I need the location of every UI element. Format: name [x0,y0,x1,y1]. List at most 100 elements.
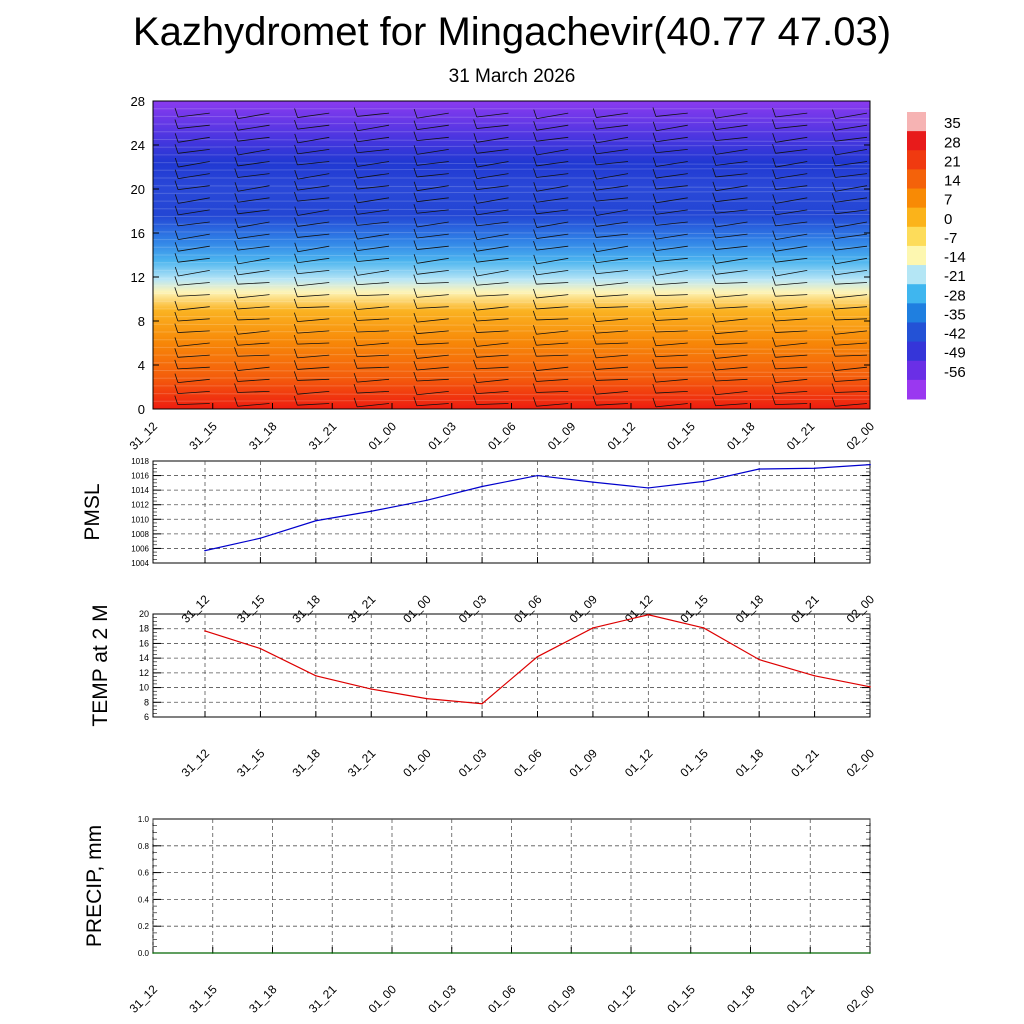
wind-barb [416,378,449,382]
wind-barb-flag [592,264,597,274]
wind-barb-flag [174,300,179,311]
x-tick-label: 01_00 [400,592,434,626]
wind-barb-flag [353,216,358,226]
wind-barb-flag [712,313,717,323]
wind-barb-flag [712,240,717,250]
wind-barb [715,366,748,371]
wind-barb-flag [772,144,776,154]
wind-barb [297,306,330,309]
wind-barb-flag [532,310,537,321]
wind-barb-flag [234,310,238,321]
wind-barb [357,185,390,190]
wind-barb [476,391,509,395]
wind-barb [416,403,449,407]
wind-barb-flag [712,349,717,359]
x-tick-label: 01_09 [545,419,579,453]
wind-barb [655,318,688,321]
wind-barb [237,342,270,346]
wind-barb-flag [234,193,239,203]
wind-barb [655,294,688,297]
wind-barb-flag [592,108,597,118]
wind-barb [416,245,449,250]
wind-barb [835,342,868,346]
wind-barb-flag [772,300,776,311]
wind-barb-flag [652,322,657,333]
wind-barb [655,378,688,383]
wind-barb [536,354,569,357]
wind-barb-flag [533,254,538,264]
y-tick-label: 20 [131,182,145,197]
wind-barb-flag [772,242,777,252]
wind-barb-flag [593,206,597,216]
x-tick-label: 02_00 [844,419,878,453]
wind-barb [476,233,509,241]
wind-barb-flag [712,265,717,275]
wind-barb-flag [652,336,657,346]
wind-barb-flag [592,360,597,370]
wind-barb [536,124,569,131]
wind-barb-flag [652,359,657,369]
wind-barb-flag [294,108,298,118]
wind-barb-flag [771,348,776,358]
y-tick-label: 16 [139,638,149,648]
contour-line [152,300,871,304]
x-tick-label: 31_15 [234,592,268,626]
wind-barb [357,221,390,226]
wind-barb-flag [652,372,657,383]
wind-barb [178,197,210,204]
wind-barb-flag [712,145,717,155]
wind-barb-flag [831,325,836,335]
y-tick-label: 0.4 [138,895,150,904]
wind-barb [297,378,330,381]
wind-barb [536,209,569,215]
wind-barb-flag [473,323,477,333]
wind-barb-flag [831,299,836,310]
contour-line [152,346,871,350]
data-point [869,686,871,688]
wind-barb [596,112,629,118]
y-tick-label: 1.0 [138,815,150,824]
wind-barb-flag [831,275,836,285]
wind-barb-flag [174,194,179,204]
y-tick-label: 0.6 [138,869,150,878]
wind-barb [177,185,210,190]
wind-barb-flag [234,361,239,371]
wind-barb-flag [174,348,179,358]
wind-barb [596,330,629,334]
wind-barb-flag [353,336,358,346]
wind-barb [417,221,449,228]
x-tick-label: 01_15 [664,419,698,453]
y-tick-label: 1004 [131,559,149,568]
contour-line [152,329,871,333]
wind-barb-flag [353,383,358,394]
wind-barb [357,403,390,408]
wind-barb [656,173,688,179]
wind-barb-flag [413,254,418,264]
wind-barb-flag [473,157,478,168]
wind-barb [775,173,808,180]
wind-barb [357,342,390,347]
data-point [809,952,812,954]
wind-barb [177,354,210,358]
wind-barb-flag [413,265,418,275]
wind-barb [237,136,270,142]
wind-barb [655,112,688,117]
wind-barb [835,173,868,178]
wind-barb-flag [293,360,298,370]
contour-line [152,144,871,148]
wind-barb [775,185,808,190]
wind-barb [237,173,270,178]
wind-barb-flag [353,132,358,142]
y-tick-label: 0 [138,402,145,417]
y-tick-label: 1010 [131,515,149,524]
contour-line [152,277,871,281]
wind-barb [775,330,808,333]
wind-barb-flag [772,205,777,216]
contour-line [152,283,871,287]
wind-barb [596,136,629,144]
wind-barb-flag [353,168,358,179]
wind-barb-flag [473,253,478,263]
wind-barb [297,161,330,166]
data-point [536,655,539,658]
wind-barb [476,149,509,154]
